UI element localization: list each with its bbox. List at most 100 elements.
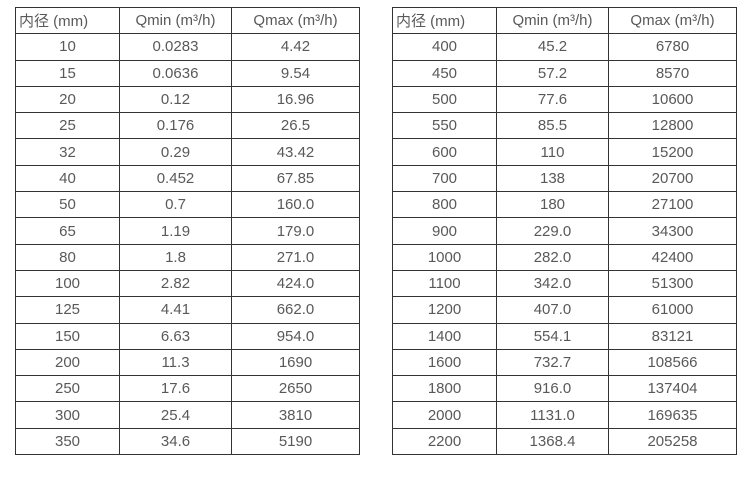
table-cell: 61000 <box>608 296 737 324</box>
table-row: 10 0.0283 4.42 <box>15 33 360 61</box>
table-cell: 10600 <box>608 85 737 114</box>
table-cell: 8570 <box>608 59 737 87</box>
header-qmin: Qmin (m³/h) <box>119 6 232 35</box>
table-cell: 200 <box>15 348 120 377</box>
table-row: 1000 282.0 42400 <box>392 243 737 271</box>
table-cell: 271.0 <box>231 243 360 271</box>
table-body: 400 45.2 6780 450 57.2 8570 500 77.6 10600 550 85.… <box>392 33 737 456</box>
table-cell: 25.4 <box>119 401 232 429</box>
table-row: 1600 732.7 108566 <box>392 348 737 377</box>
table-cell: 138 <box>496 164 609 193</box>
table-cell: 25 <box>15 112 120 140</box>
table-cell: 2200 <box>392 427 497 456</box>
table-cell: 17.6 <box>119 375 232 403</box>
table-row: 1400 554.1 83121 <box>392 322 737 350</box>
table-row: 250 17.6 2650 <box>15 375 360 403</box>
table-row: 1800 916.0 137404 <box>392 375 737 403</box>
table-cell: 43.42 <box>231 138 360 166</box>
table-row: 200 11.3 1690 <box>15 348 360 377</box>
header-row: 内径 (mm) Qmin (m³/h) Qmax (m³/h) <box>392 6 737 35</box>
table-cell: 1131.0 <box>496 401 609 429</box>
table-cell: 0.29 <box>119 138 232 166</box>
table-cell: 20 <box>15 85 120 114</box>
table-row: 450 57.2 8570 <box>392 59 737 87</box>
table-cell: 12800 <box>608 112 737 140</box>
table-cell: 1800 <box>392 375 497 403</box>
table-row: 65 1.19 179.0 <box>15 217 360 245</box>
table-row: 550 85.5 12800 <box>392 112 737 140</box>
table-cell: 77.6 <box>496 85 609 114</box>
table-cell: 5190 <box>231 427 360 456</box>
table-header: 内径 (mm) Qmin (m³/h) Qmax (m³/h) <box>392 6 737 35</box>
table-cell: 0.176 <box>119 112 232 140</box>
table-cell: 150 <box>15 322 120 350</box>
table-cell: 4.42 <box>231 33 360 61</box>
table-cell: 67.85 <box>231 164 360 193</box>
table-cell: 554.1 <box>496 322 609 350</box>
table-cell: 20700 <box>608 164 737 193</box>
table-cell: 229.0 <box>496 217 609 245</box>
table-cell: 27100 <box>608 191 737 219</box>
table-cell: 600 <box>392 138 497 166</box>
table-row: 150 6.63 954.0 <box>15 322 360 350</box>
table-cell: 160.0 <box>231 191 360 219</box>
table-cell: 407.0 <box>496 296 609 324</box>
table-row: 400 45.2 6780 <box>392 33 737 61</box>
table-cell: 45.2 <box>496 33 609 61</box>
header-qmax: Qmax (m³/h) <box>608 6 737 35</box>
table-cell: 179.0 <box>231 217 360 245</box>
table-cell: 900 <box>392 217 497 245</box>
table-row: 15 0.0636 9.54 <box>15 59 360 87</box>
table-cell: 180 <box>496 191 609 219</box>
table-cell: 32 <box>15 138 120 166</box>
table-row: 600 110 15200 <box>392 138 737 166</box>
table-cell: 1368.4 <box>496 427 609 456</box>
table-cell: 137404 <box>608 375 737 403</box>
table-cell: 2.82 <box>119 269 232 298</box>
table-cell: 424.0 <box>231 269 360 298</box>
table-cell: 6780 <box>608 33 737 61</box>
table-cell: 0.0283 <box>119 33 232 61</box>
table-cell: 250 <box>15 375 120 403</box>
table-row: 500 77.6 10600 <box>392 85 737 114</box>
table-cell: 550 <box>392 112 497 140</box>
table-cell: 0.7 <box>119 191 232 219</box>
table-row: 700 138 20700 <box>392 164 737 193</box>
table-cell: 1600 <box>392 348 497 377</box>
table-cell: 125 <box>15 296 120 324</box>
table-cell: 1200 <box>392 296 497 324</box>
table-cell: 0.0636 <box>119 59 232 87</box>
table-cell: 1000 <box>392 243 497 271</box>
table-cell: 954.0 <box>231 322 360 350</box>
table-cell: 6.63 <box>119 322 232 350</box>
table-cell: 40 <box>15 164 120 193</box>
table-cell: 282.0 <box>496 243 609 271</box>
table-cell: 83121 <box>608 322 737 350</box>
table-cell: 350 <box>15 427 120 456</box>
table-row: 350 34.6 5190 <box>15 427 360 456</box>
table-cell: 1.8 <box>119 243 232 271</box>
table-row: 1200 407.0 61000 <box>392 296 737 324</box>
table-row: 1100 342.0 51300 <box>392 269 737 298</box>
table-row: 900 229.0 34300 <box>392 217 737 245</box>
table-row: 40 0.452 67.85 <box>15 164 360 193</box>
table-cell: 85.5 <box>496 112 609 140</box>
header-row: 内径 (mm) Qmin (m³/h) Qmax (m³/h) <box>15 6 360 35</box>
table-cell: 3810 <box>231 401 360 429</box>
table-row: 800 180 27100 <box>392 191 737 219</box>
table-cell: 15 <box>15 59 120 87</box>
flow-table-right: 内径 (mm) Qmin (m³/h) Qmax (m³/h) 400 45.2 6… <box>392 6 737 456</box>
table-cell: 16.96 <box>231 85 360 114</box>
table-cell: 65 <box>15 217 120 245</box>
table-cell: 80 <box>15 243 120 271</box>
table-cell: 0.12 <box>119 85 232 114</box>
table-cell: 4.41 <box>119 296 232 324</box>
table-cell: 9.54 <box>231 59 360 87</box>
table-cell: 169635 <box>608 401 737 429</box>
table-cell: 300 <box>15 401 120 429</box>
table-cell: 400 <box>392 33 497 61</box>
table-cell: 110 <box>496 138 609 166</box>
table-cell: 1690 <box>231 348 360 377</box>
table-cell: 2650 <box>231 375 360 403</box>
table-cell: 42400 <box>608 243 737 271</box>
